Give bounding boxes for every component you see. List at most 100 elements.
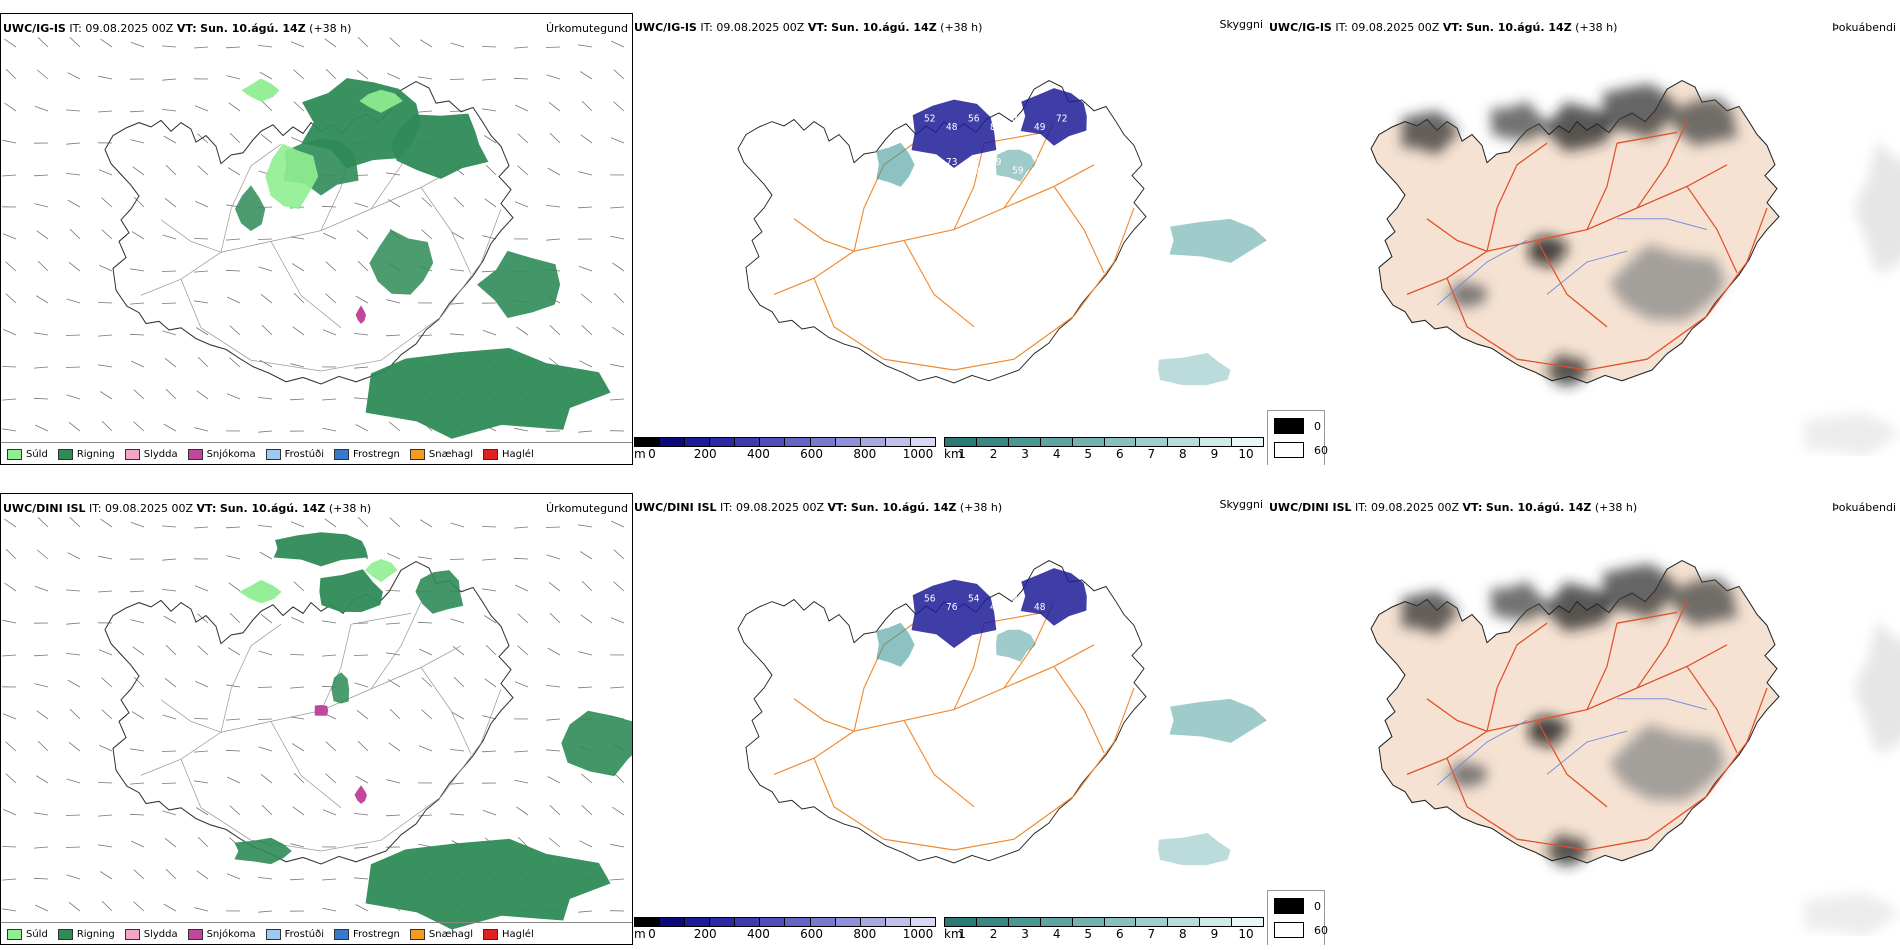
wind-barb xyxy=(613,772,625,784)
colorbar-tick-label: 2 xyxy=(989,927,998,941)
wind-barb xyxy=(193,718,209,720)
height-value-label: 28 xyxy=(1012,593,1023,604)
legend-item: Frostregn xyxy=(334,928,400,940)
wind-barb xyxy=(37,69,49,80)
colorbar-cell xyxy=(660,918,686,926)
wind-barb xyxy=(193,270,209,273)
wind-barb xyxy=(5,548,17,560)
wind-barb xyxy=(227,167,241,176)
wind-barb xyxy=(385,814,401,817)
wind-barb xyxy=(290,843,305,848)
legend-label: Slydda xyxy=(143,448,178,460)
colorbar-ticks: km 1 2 3 4 5 6 7 8 9 10 xyxy=(944,447,1264,461)
height-value-label: 45 xyxy=(990,602,1001,613)
legend-label: Snjókoma xyxy=(206,448,256,460)
wind-barb xyxy=(36,710,49,720)
wind-barb xyxy=(482,235,497,240)
field-patch xyxy=(364,558,398,583)
wind-barb xyxy=(323,232,337,240)
road-line xyxy=(1536,720,1608,808)
field-patch xyxy=(314,704,329,716)
wind-barb xyxy=(163,135,177,144)
wind-barb xyxy=(129,110,145,113)
height-value-label: 76 xyxy=(946,602,957,613)
wind-barb xyxy=(613,292,625,304)
road-line xyxy=(350,613,412,625)
wind-barb xyxy=(162,558,177,561)
colorbar-cell xyxy=(860,918,886,926)
wind-barb xyxy=(259,359,273,368)
wind-barb xyxy=(357,260,369,272)
wind-barb xyxy=(162,109,177,112)
wind-barb xyxy=(450,333,465,336)
colorbar-ticks: m 0 200 400 600 800 1000 xyxy=(634,447,936,461)
height-value-label: 21 xyxy=(1034,156,1045,167)
height-value-label: 49 xyxy=(1034,122,1045,133)
wind-barb xyxy=(385,334,401,337)
road-line xyxy=(1636,601,1688,689)
wind-barb xyxy=(579,551,593,560)
road-line xyxy=(320,624,352,711)
colorbar-tick-label: 1 xyxy=(958,927,966,941)
wind-barb xyxy=(547,647,561,656)
wind-barb xyxy=(325,741,337,752)
wind-barb xyxy=(130,139,145,144)
wind-barb xyxy=(37,517,49,528)
legend-item: Haglél xyxy=(483,928,534,940)
wind-barb xyxy=(581,293,593,304)
road-line xyxy=(1406,164,1728,296)
wind-barb xyxy=(98,75,113,80)
wind-barb xyxy=(548,581,561,592)
wind-barb xyxy=(355,424,369,432)
wind-barb xyxy=(514,427,529,432)
wind-barb xyxy=(514,779,529,784)
legend-item: Súld xyxy=(7,928,48,940)
wind-barb xyxy=(421,677,433,688)
wind-barb xyxy=(580,614,593,624)
wind-barb xyxy=(68,901,81,912)
wind-barb xyxy=(450,302,465,305)
wind-barb xyxy=(225,46,241,49)
legend-label: Snæhagl xyxy=(428,928,474,940)
wind-barb xyxy=(133,421,145,432)
wind-barb xyxy=(577,686,593,689)
wind-barb xyxy=(578,171,593,176)
height-value-label: 81 xyxy=(990,122,1001,133)
colorbar-tick-label: 7 xyxy=(1147,927,1156,941)
field-patch xyxy=(1854,620,1900,754)
wind-barb xyxy=(357,517,369,528)
wind-barb xyxy=(516,326,529,336)
legend-label: Frostregn xyxy=(353,448,400,460)
wind-barb xyxy=(517,165,529,176)
colorbar-cell xyxy=(660,438,686,446)
wind-barb xyxy=(450,269,465,272)
legend-item: Slydda xyxy=(124,448,178,460)
wind-barb xyxy=(33,174,49,177)
wind-barb xyxy=(483,615,497,624)
wind-barb xyxy=(97,302,113,304)
wind-barb xyxy=(609,398,625,401)
wind-barb xyxy=(610,235,625,240)
wind-barb xyxy=(450,618,465,624)
wind-barb xyxy=(516,806,529,816)
wind-barb xyxy=(99,871,113,880)
wind-barb xyxy=(546,718,561,721)
wind-barb xyxy=(66,874,81,880)
wind-barb xyxy=(33,846,49,849)
wind-barb xyxy=(293,292,305,304)
panel-title: Skyggni xyxy=(1219,498,1263,511)
wind-barb xyxy=(195,807,209,816)
wind-barb xyxy=(321,398,337,401)
wind-barb xyxy=(548,837,561,848)
wind-barb xyxy=(4,38,17,48)
field-patch xyxy=(415,570,464,614)
wind-barb xyxy=(609,686,625,689)
wind-barb xyxy=(195,200,209,208)
height-colorbar: m 0 200 400 600 800 1000 xyxy=(634,917,936,941)
wind-barb xyxy=(5,773,17,784)
field-patch xyxy=(355,305,366,324)
wind-barb xyxy=(257,238,273,240)
field-patch xyxy=(876,142,915,187)
wind-barb xyxy=(322,427,337,432)
wind-barb xyxy=(289,686,305,689)
